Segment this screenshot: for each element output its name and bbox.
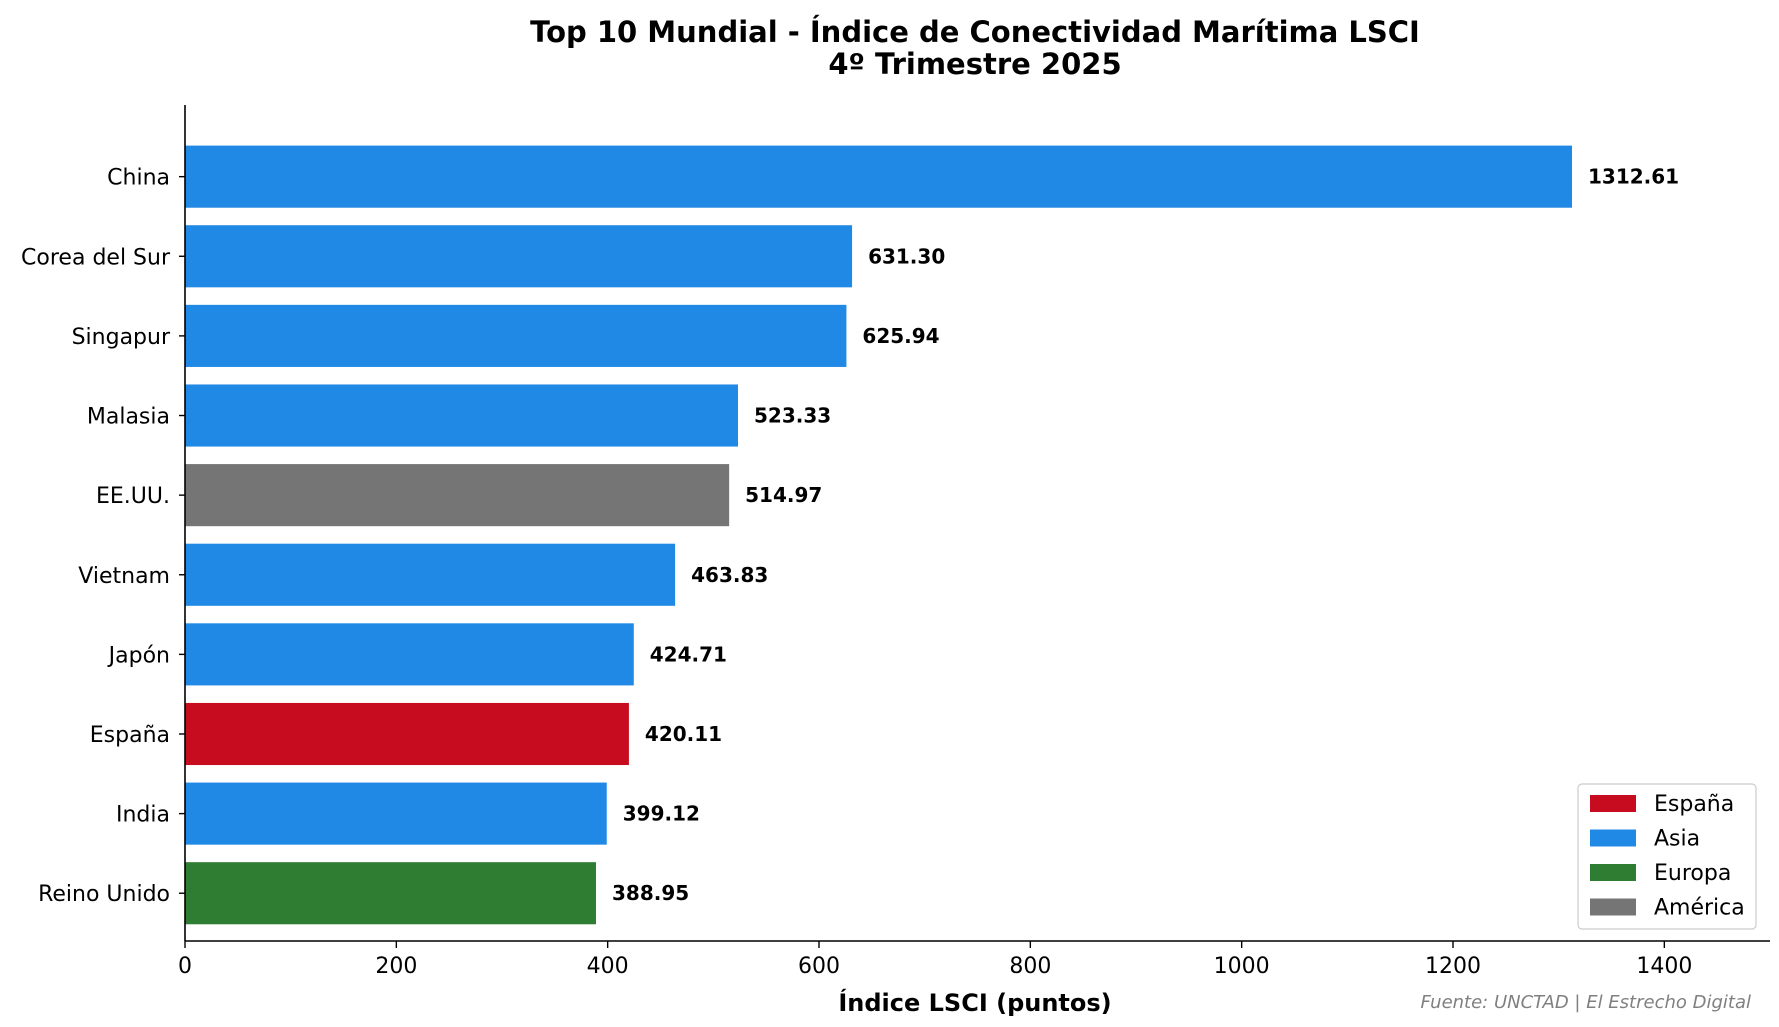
value-labels-layer: 1312.61 631.30 625.94 523.33 514.97 463.83 424… — [612, 165, 1679, 906]
y-tick-label-0: China — [107, 166, 170, 191]
y-tick-label-5: Vietnam — [78, 564, 170, 589]
x-tick-label-3: 600 — [798, 954, 840, 979]
x-tick-label-4: 800 — [1009, 954, 1051, 979]
bar-8 — [185, 782, 607, 845]
y-tick-label-1: Corea del Sur — [21, 245, 171, 270]
bar-7 — [185, 702, 629, 766]
bar-5 — [185, 543, 676, 606]
x-tick-label-2: 400 — [587, 954, 629, 979]
value-label-3: 523.33 — [754, 404, 831, 428]
source-note: Fuente: UNCTAD | El Estrecho Digital — [1421, 992, 1751, 1013]
bars-layer — [185, 145, 1572, 925]
legend-swatch-3 — [1590, 898, 1636, 916]
legend-swatch-1 — [1590, 829, 1636, 847]
x-tick-label-7: 1400 — [1636, 954, 1692, 979]
legend-swatch-2 — [1590, 864, 1636, 881]
bar-0 — [185, 145, 1572, 208]
y-tick-label-6: Japón — [107, 643, 170, 668]
y-tick-label-4: EE.UU. — [96, 484, 170, 509]
value-label-8: 399.12 — [623, 802, 700, 826]
x-tick-label-5: 1000 — [1214, 954, 1270, 979]
legend-swatch-0 — [1590, 795, 1636, 812]
value-label-0: 1312.61 — [1588, 165, 1679, 189]
y-axis-ticks: China Corea del Sur Singapur Malasia EE.UU. V… — [21, 166, 185, 907]
chart-title: Top 10 Mundial - Índice de Conectividad … — [530, 15, 1420, 49]
x-tick-label-6: 1200 — [1425, 954, 1481, 979]
value-label-4: 514.97 — [745, 483, 822, 507]
legend-label-0: España — [1654, 792, 1734, 817]
bar-1 — [185, 225, 853, 288]
x-axis-ticks: 0 200 400 600 800 1000 1200 1400 — [178, 941, 1692, 979]
bar-2 — [185, 304, 847, 367]
value-label-9: 388.95 — [612, 881, 689, 905]
x-axis-label: Índice LSCI (puntos) — [838, 988, 1111, 1017]
value-label-5: 463.83 — [691, 563, 768, 587]
legend: España Asia Europa América — [1577, 783, 1757, 930]
x-tick-label-1: 200 — [375, 954, 417, 979]
chart-subtitle: 4º Trimestre 2025 — [828, 47, 1121, 81]
value-label-7: 420.11 — [645, 722, 722, 746]
legend-label-1: Asia — [1654, 827, 1700, 852]
value-label-6: 424.71 — [650, 642, 727, 666]
legend-label-3: América — [1654, 896, 1745, 921]
y-tick-label-9: Reino Unido — [38, 882, 170, 907]
bar-6 — [185, 623, 634, 686]
x-tick-label-0: 0 — [178, 954, 192, 979]
y-tick-label-3: Malasia — [87, 405, 170, 430]
legend-label-2: Europa — [1654, 861, 1731, 886]
bar-9 — [185, 862, 596, 925]
y-tick-label-8: India — [116, 803, 170, 828]
legend-frame — [1577, 783, 1757, 930]
bar-3 — [185, 384, 738, 447]
y-tick-label-2: Singapur — [72, 325, 171, 350]
value-label-2: 625.94 — [862, 324, 939, 348]
value-label-1: 631.30 — [868, 244, 945, 268]
y-tick-label-7: España — [90, 723, 170, 748]
bar-4 — [185, 464, 730, 527]
